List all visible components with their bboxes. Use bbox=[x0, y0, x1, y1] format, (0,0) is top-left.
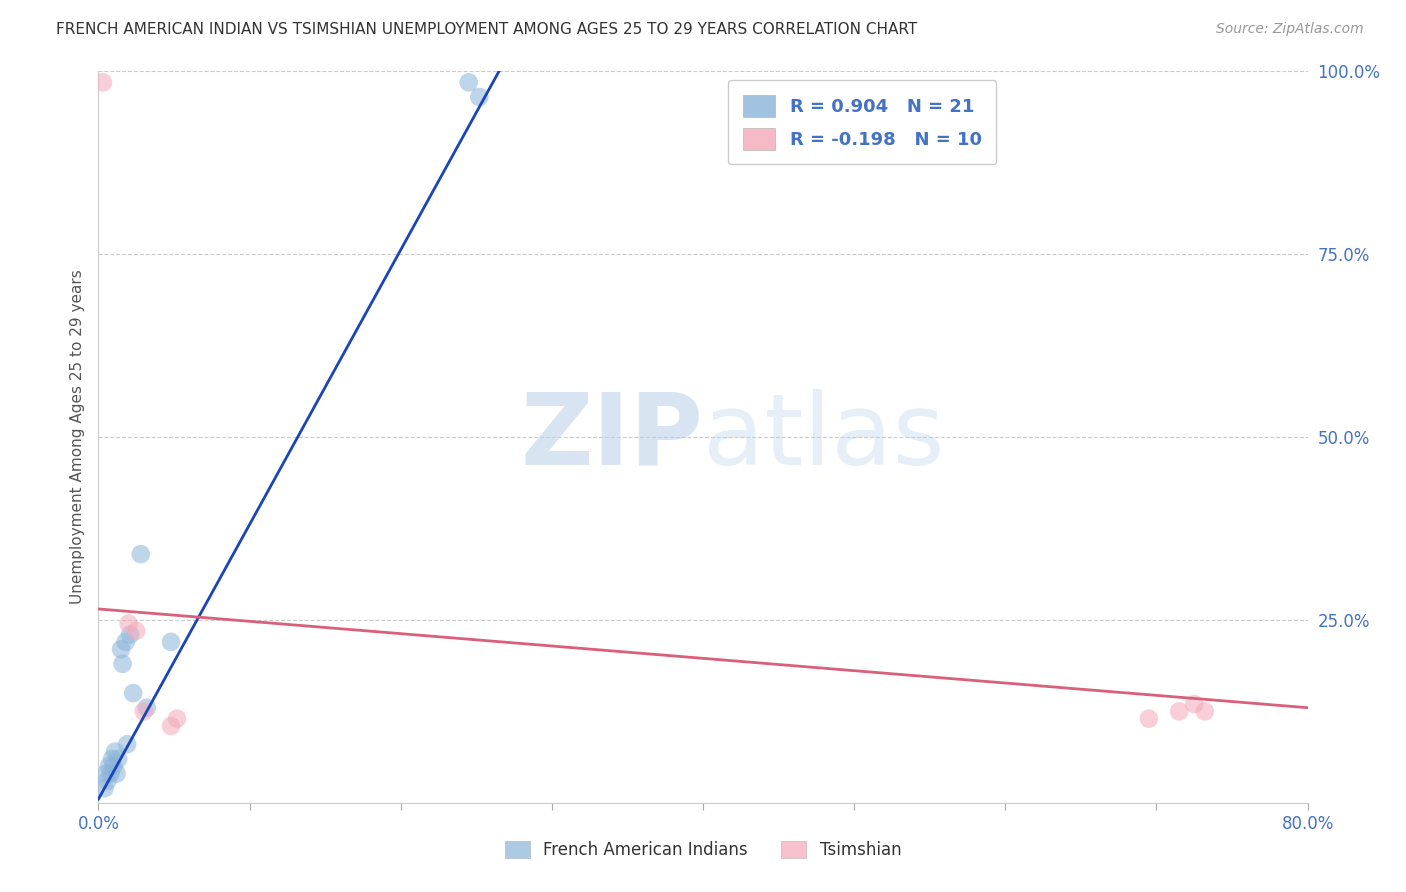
Point bbox=[96, 773, 118, 788]
Point bbox=[100, 766, 122, 780]
Point bbox=[110, 642, 132, 657]
Point bbox=[91, 75, 114, 89]
Point bbox=[107, 752, 129, 766]
Point bbox=[114, 635, 136, 649]
Text: Source: ZipAtlas.com: Source: ZipAtlas.com bbox=[1216, 22, 1364, 37]
Text: atlas: atlas bbox=[703, 389, 945, 485]
Point bbox=[104, 745, 127, 759]
Point bbox=[125, 624, 148, 638]
Point bbox=[93, 781, 115, 796]
Point bbox=[132, 705, 155, 719]
Text: ZIP: ZIP bbox=[520, 389, 703, 485]
Point bbox=[160, 719, 183, 733]
Text: FRENCH AMERICAN INDIAN VS TSIMSHIAN UNEMPLOYMENT AMONG AGES 25 TO 29 YEARS CORRE: FRENCH AMERICAN INDIAN VS TSIMSHIAN UNEM… bbox=[56, 22, 918, 37]
Point bbox=[115, 737, 138, 751]
Point bbox=[98, 759, 121, 773]
Point bbox=[160, 635, 183, 649]
Point bbox=[1194, 705, 1216, 719]
Legend: French American Indians, Tsimshian: French American Indians, Tsimshian bbox=[496, 833, 910, 868]
Point bbox=[166, 712, 188, 726]
Point bbox=[103, 759, 125, 773]
Point bbox=[1168, 705, 1191, 719]
Point bbox=[135, 700, 157, 714]
Point bbox=[468, 90, 491, 104]
Point bbox=[94, 766, 117, 780]
Point bbox=[129, 547, 152, 561]
Point bbox=[101, 752, 124, 766]
Point bbox=[120, 627, 142, 641]
Point bbox=[1182, 697, 1205, 711]
Point bbox=[105, 766, 128, 780]
Point bbox=[111, 657, 134, 671]
Point bbox=[118, 616, 141, 631]
Point bbox=[1137, 712, 1160, 726]
Y-axis label: Unemployment Among Ages 25 to 29 years: Unemployment Among Ages 25 to 29 years bbox=[69, 269, 84, 605]
Point bbox=[457, 75, 479, 89]
Point bbox=[122, 686, 145, 700]
